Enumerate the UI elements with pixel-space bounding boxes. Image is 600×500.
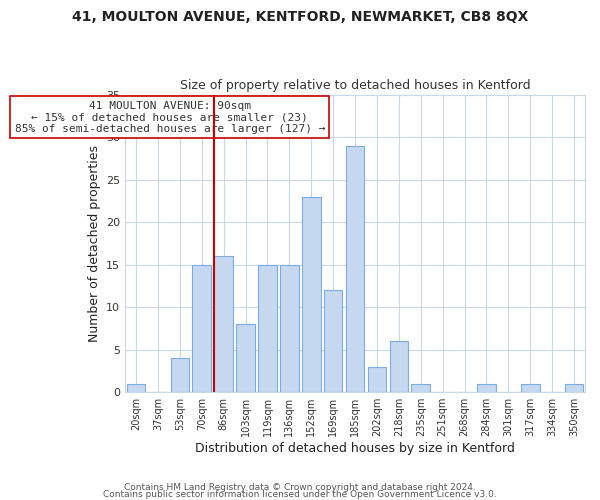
Text: Contains public sector information licensed under the Open Government Licence v3: Contains public sector information licen… — [103, 490, 497, 499]
Text: Contains HM Land Registry data © Crown copyright and database right 2024.: Contains HM Land Registry data © Crown c… — [124, 484, 476, 492]
Bar — [565, 384, 583, 392]
Bar — [346, 146, 364, 392]
Bar — [258, 264, 277, 392]
Bar — [170, 358, 189, 392]
Bar — [412, 384, 430, 392]
Bar — [302, 196, 320, 392]
Bar — [127, 384, 145, 392]
Text: 41 MOULTON AVENUE: 90sqm
← 15% of detached houses are smaller (23)
85% of semi-d: 41 MOULTON AVENUE: 90sqm ← 15% of detach… — [14, 100, 325, 134]
Bar — [236, 324, 255, 392]
Bar — [368, 366, 386, 392]
Title: Size of property relative to detached houses in Kentford: Size of property relative to detached ho… — [180, 79, 530, 92]
Y-axis label: Number of detached properties: Number of detached properties — [88, 145, 101, 342]
Bar — [477, 384, 496, 392]
Bar — [521, 384, 539, 392]
Bar — [280, 264, 299, 392]
Bar — [324, 290, 343, 392]
Bar — [389, 341, 408, 392]
Text: 41, MOULTON AVENUE, KENTFORD, NEWMARKET, CB8 8QX: 41, MOULTON AVENUE, KENTFORD, NEWMARKET,… — [72, 10, 528, 24]
Bar — [214, 256, 233, 392]
Bar — [193, 264, 211, 392]
X-axis label: Distribution of detached houses by size in Kentford: Distribution of detached houses by size … — [195, 442, 515, 455]
